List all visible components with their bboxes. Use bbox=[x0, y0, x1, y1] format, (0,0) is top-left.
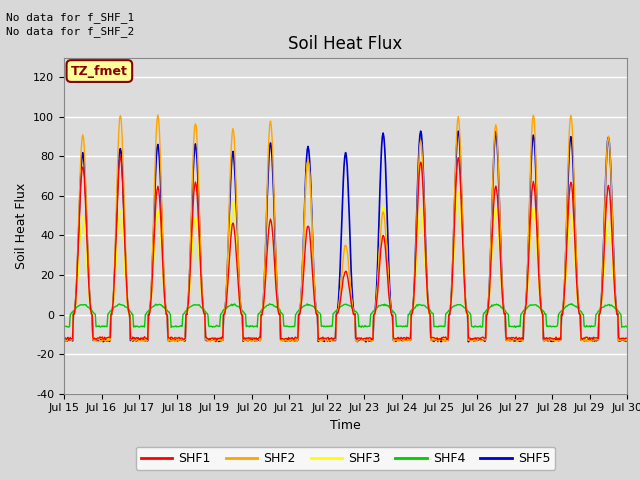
Title: Soil Heat Flux: Soil Heat Flux bbox=[289, 35, 403, 53]
X-axis label: Time: Time bbox=[330, 419, 361, 432]
Text: No data for f_SHF_2: No data for f_SHF_2 bbox=[6, 26, 134, 37]
Legend: SHF1, SHF2, SHF3, SHF4, SHF5: SHF1, SHF2, SHF3, SHF4, SHF5 bbox=[136, 447, 556, 470]
Text: No data for f_SHF_1: No data for f_SHF_1 bbox=[6, 12, 134, 23]
Text: TZ_fmet: TZ_fmet bbox=[71, 64, 128, 78]
Y-axis label: Soil Heat Flux: Soil Heat Flux bbox=[15, 182, 28, 269]
